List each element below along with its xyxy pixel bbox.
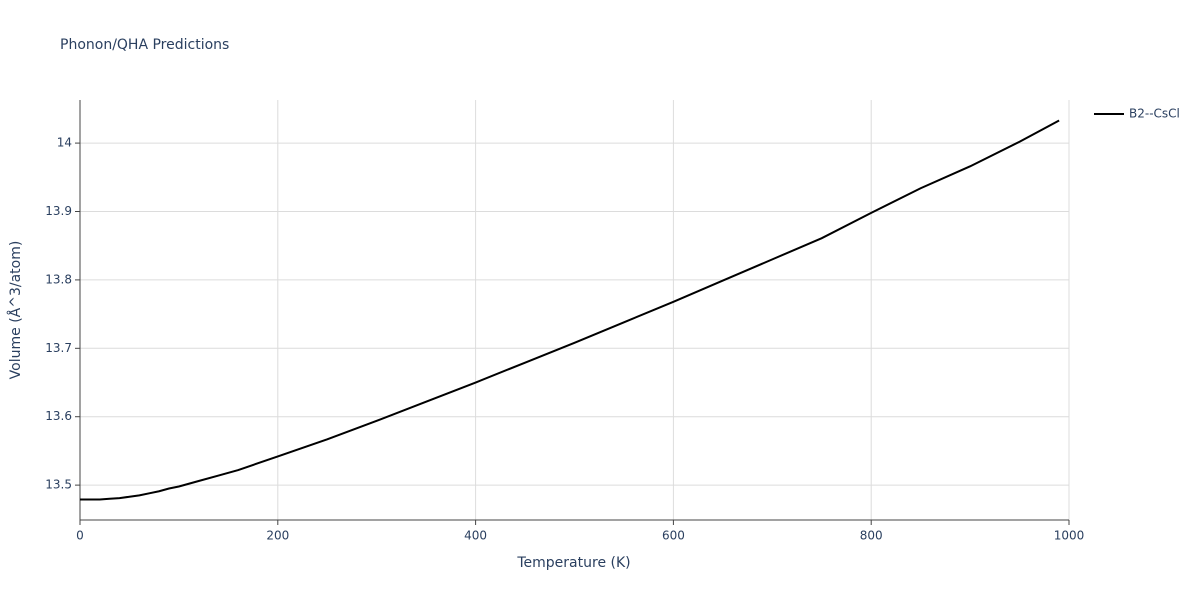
legend-label: B2--CsCl	[1129, 107, 1180, 121]
y-tick-label: 13.8	[45, 272, 72, 286]
x-tick-label: 0	[76, 529, 84, 543]
y-tick-label: 14	[57, 136, 72, 150]
y-tick-label: 13.7	[45, 341, 72, 355]
x-tick-label: 600	[662, 529, 685, 543]
x-tick-label: 800	[860, 529, 883, 543]
line-series	[80, 119, 1060, 501]
y-tick-label: 13.9	[45, 204, 72, 218]
chart-title: Phonon/QHA Predictions	[60, 37, 229, 53]
y-tick-label: 13.5	[45, 478, 72, 492]
x-axis-label: Temperature (K)	[516, 555, 630, 571]
x-tick-label: 1000	[1054, 529, 1085, 543]
x-tick-label: 200	[266, 529, 289, 543]
x-tick-label: 400	[464, 529, 487, 543]
y-tick-label: 13.6	[45, 409, 72, 423]
y-axis-label: Volume (Å^3/atom)	[7, 241, 24, 380]
